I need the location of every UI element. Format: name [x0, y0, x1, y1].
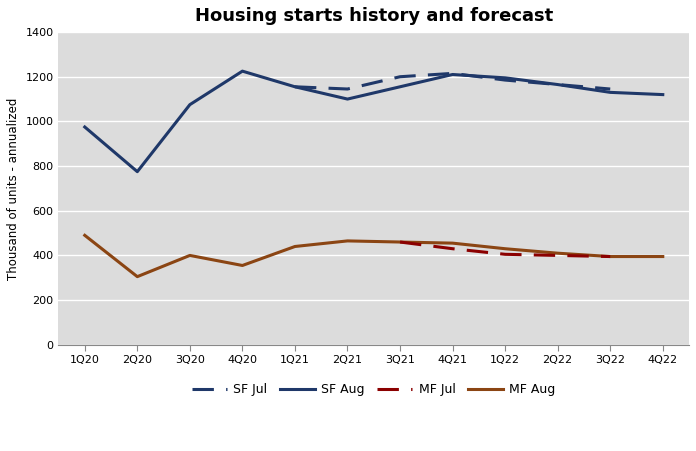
- Y-axis label: Thousand of units - annualized: Thousand of units - annualized: [7, 97, 20, 280]
- Title: Housing starts history and forecast: Housing starts history and forecast: [195, 7, 553, 25]
- Legend: SF Jul, SF Aug, MF Jul, MF Aug: SF Jul, SF Aug, MF Jul, MF Aug: [187, 378, 560, 401]
